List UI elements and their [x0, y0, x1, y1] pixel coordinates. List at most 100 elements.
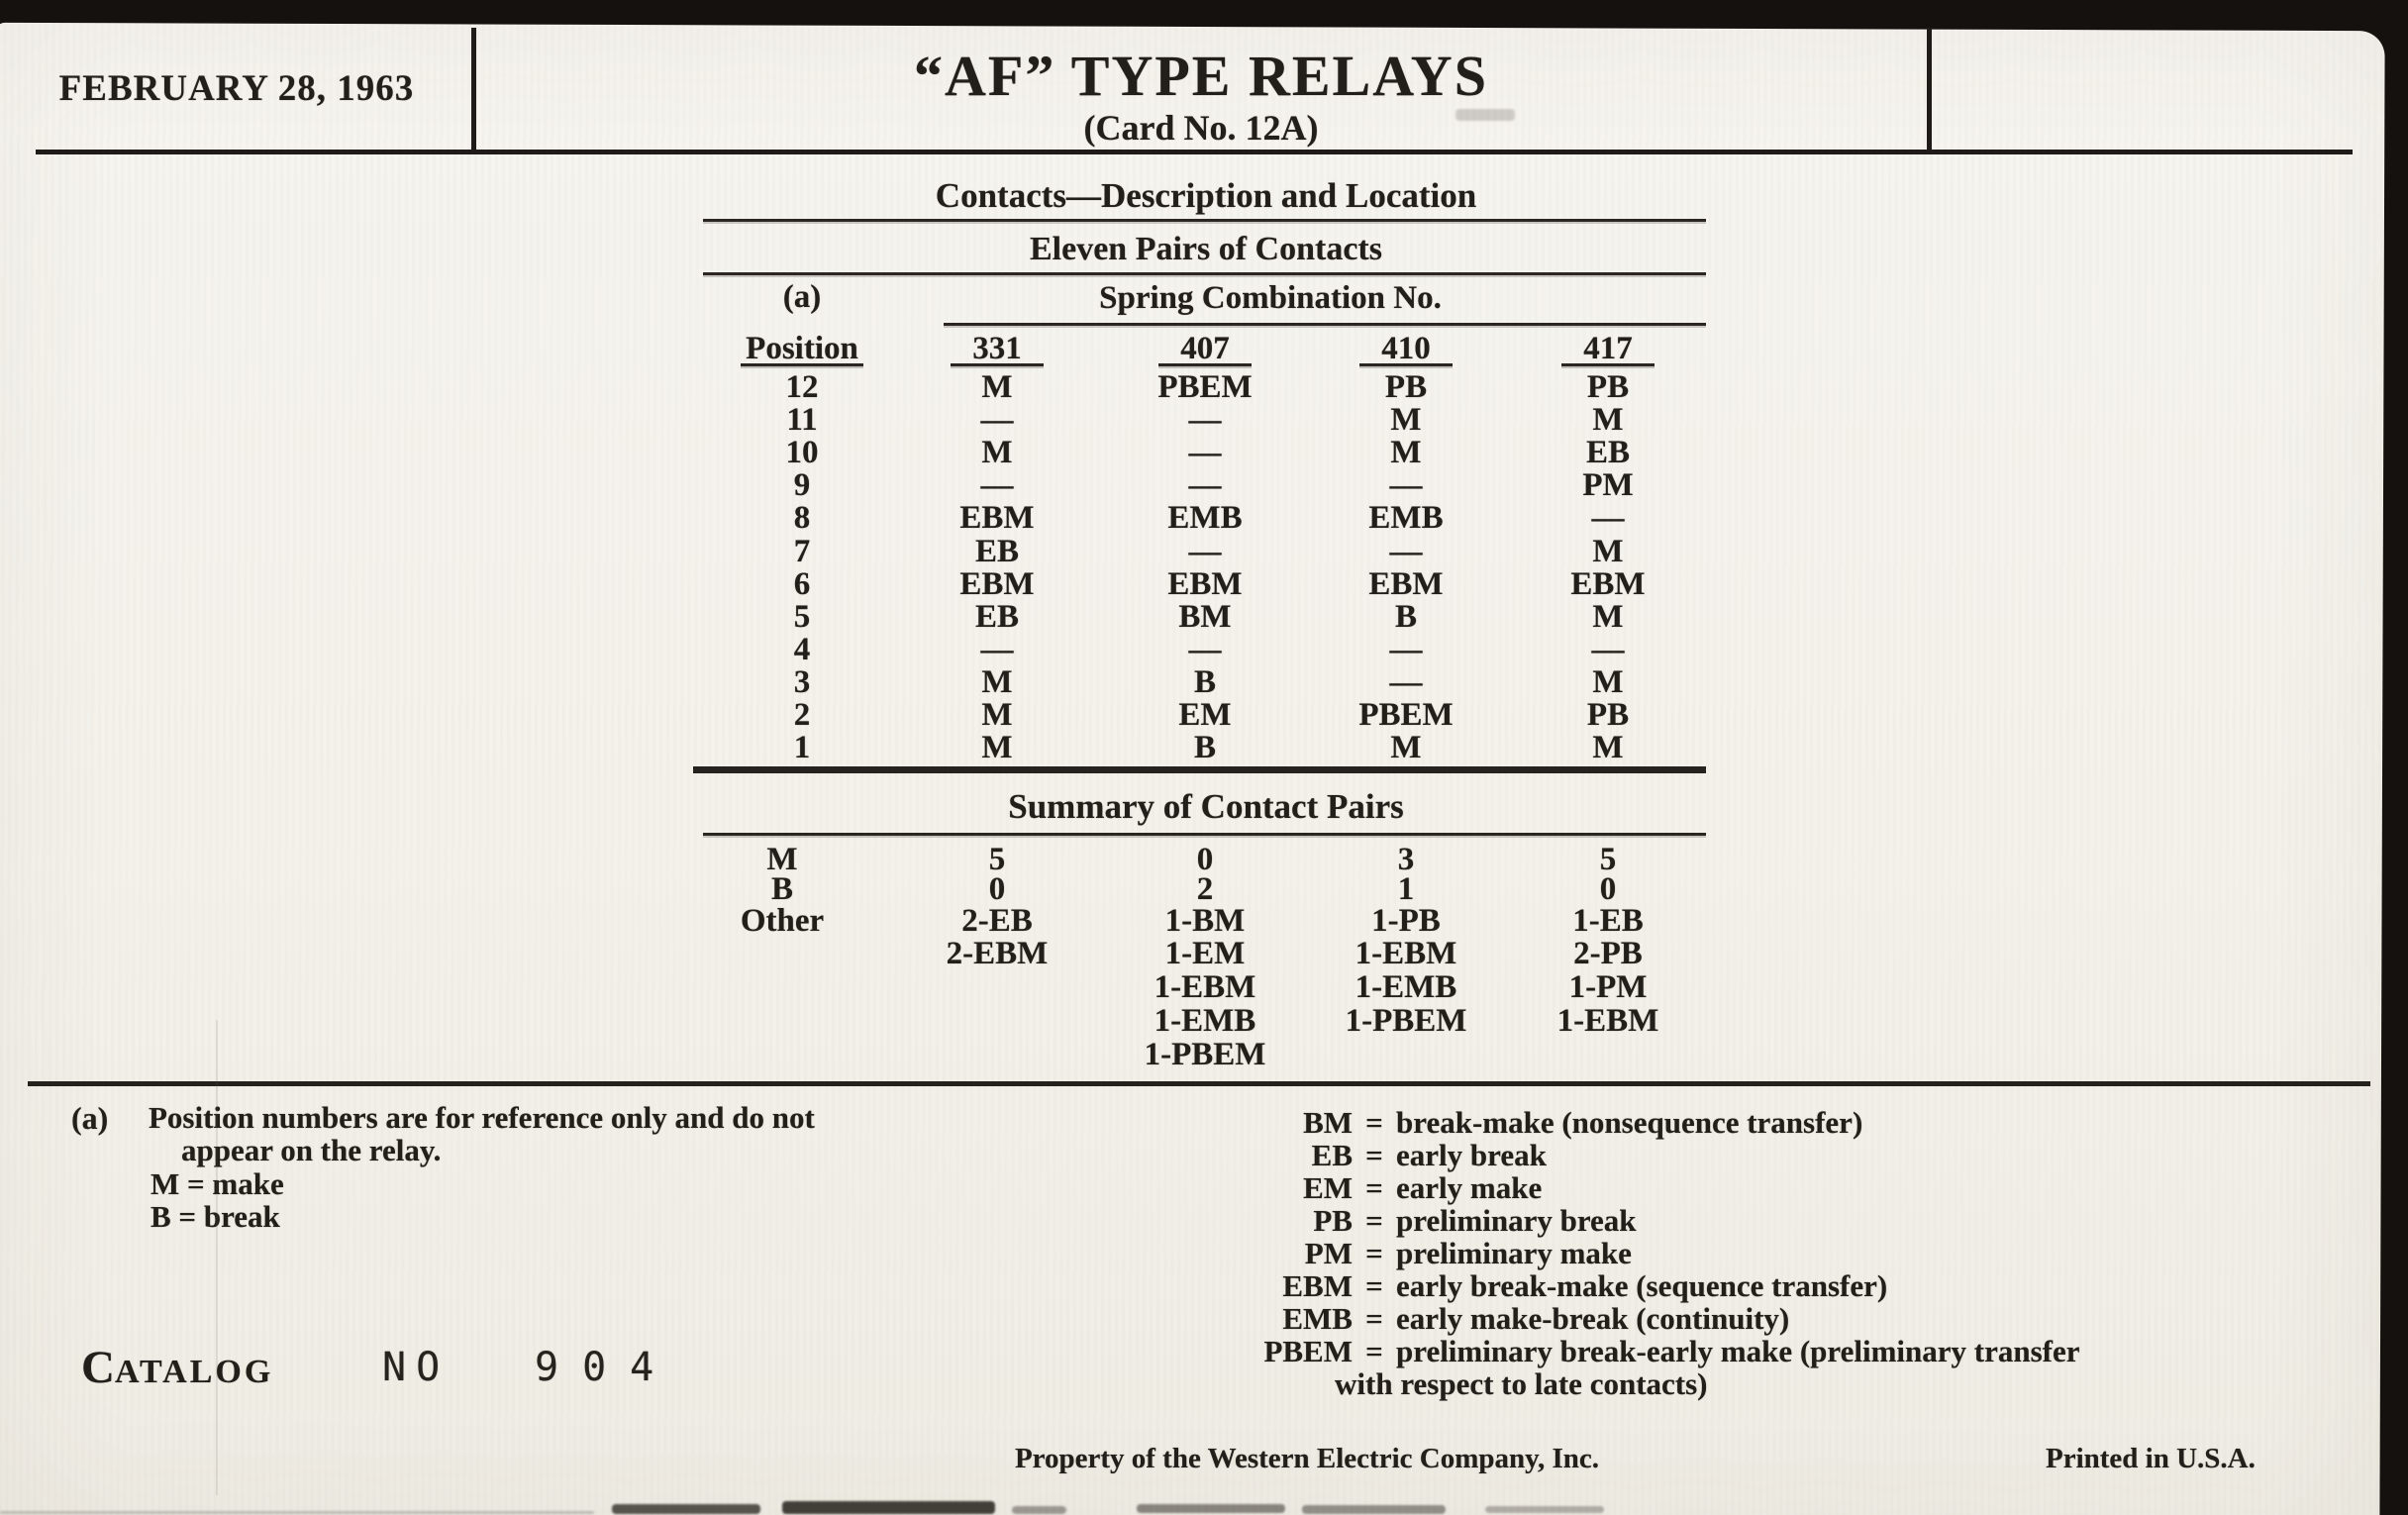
column-header: 410 — [1381, 331, 1431, 366]
summary-row: Other 2-EB 1-BM 1-PB 1-EB — [0, 904, 2408, 938]
summary-value-cell: 5 — [988, 842, 1006, 877]
summary-value-cell: 1 — [1397, 871, 1415, 907]
table-row: 12 M PBEM PB PB — [0, 370, 2408, 404]
spring-combination-header: Spring Combination No. — [1099, 280, 1442, 316]
value-cell: M — [981, 435, 1013, 470]
summary-row: B 0 2 1 0 — [0, 872, 2408, 906]
definition-abbr: EB — [1311, 1138, 1353, 1172]
definition-text: early break — [1396, 1138, 1547, 1172]
value-cell: — — [1188, 632, 1222, 667]
summary-value-cell: 3 — [1397, 842, 1415, 877]
value-cell: PM — [1582, 467, 1634, 503]
value-cell: EM — [1178, 697, 1232, 733]
summary-label-cell: M — [766, 842, 798, 877]
summary-value-cell: 2-PB — [1573, 936, 1643, 971]
table-row: 8 EBM EMB EMB — — [0, 501, 2408, 535]
definition-abbr: PB — [1313, 1203, 1353, 1238]
catalog-initial: C — [81, 1342, 115, 1393]
summary-value-cell: 1-EBM — [1354, 936, 1457, 971]
equals-sign: = — [1365, 1301, 1383, 1336]
summary-value-cell: 2-EB — [961, 903, 1033, 939]
header-divider-left — [471, 28, 476, 151]
position-cell: 8 — [793, 500, 811, 536]
value-cell: PB — [1384, 369, 1428, 405]
equals-sign: = — [1365, 1268, 1383, 1303]
summary-title: Summary of Contact Pairs — [1008, 787, 1404, 826]
value-cell: — — [1389, 467, 1423, 503]
scan-artifact — [1455, 109, 1515, 121]
table-row: 2 M EM PBEM PB — [0, 698, 2408, 732]
value-cell: B — [1394, 599, 1417, 635]
value-cell: M — [981, 730, 1013, 765]
summary-row: 1-EBM 1-EMB 1-PM — [0, 970, 2408, 1004]
scan-crease — [216, 1020, 218, 1495]
value-cell: — — [1389, 664, 1423, 700]
equals-sign: = — [1365, 1170, 1383, 1205]
value-cell: M — [1592, 402, 1624, 438]
summary-value-cell: 2-EBM — [946, 936, 1049, 971]
summary-value-cell: 1-EBM — [1154, 969, 1256, 1005]
definition-row: EBM = early break-make (sequence transfer) — [0, 1269, 2408, 1303]
scan-artifact — [612, 1504, 760, 1514]
column-underline — [1561, 363, 1655, 366]
catalog-number-label: NO — [382, 1345, 451, 1390]
value-cell: M — [1592, 534, 1624, 569]
page-subtitle: (Card No. 12A) — [1083, 108, 1319, 148]
table-row: 9 — — — PM — [0, 468, 2408, 502]
value-cell: — — [980, 402, 1014, 438]
scan-artifact — [1302, 1505, 1446, 1514]
column-underline — [1359, 363, 1453, 366]
value-cell: — — [1188, 435, 1222, 470]
table-row: 7 EB — — M — [0, 535, 2408, 568]
column-underline — [741, 363, 863, 366]
table-row: 10 M — M EB — [0, 436, 2408, 469]
definition-row: PM = preliminary make — [0, 1237, 2408, 1270]
summary-value-cell: 0 — [988, 871, 1006, 907]
value-cell: PBEM — [1358, 697, 1454, 733]
summary-value-cell: 0 — [1196, 842, 1214, 877]
header-rule — [36, 150, 2353, 154]
full-width-rule — [28, 1081, 2370, 1086]
value-cell: EBM — [1570, 566, 1646, 602]
definition-row: EMB = early make-break (continuity) — [0, 1302, 2408, 1336]
summary-value-cell: 1-PBEM — [1144, 1037, 1266, 1072]
value-cell: PB — [1586, 697, 1630, 733]
value-cell: EBM — [1368, 566, 1444, 602]
table-row: 4 — — — — — [0, 633, 2408, 666]
value-cell: — — [1188, 534, 1222, 569]
position-cell: 7 — [793, 534, 811, 569]
catalog-number: 904 — [535, 1345, 678, 1390]
summary-value-cell: 0 — [1599, 871, 1617, 907]
equals-sign: = — [1365, 1105, 1383, 1140]
scan-artifact — [1137, 1504, 1285, 1513]
equals-sign: = — [1365, 1236, 1383, 1270]
value-cell: EBM — [1167, 566, 1243, 602]
column-header: 331 — [972, 331, 1022, 366]
value-cell: M — [1592, 664, 1624, 700]
header-divider-right — [1927, 28, 1932, 151]
definition-text: preliminary break-early make (preliminar… — [1396, 1334, 2080, 1368]
equals-sign: = — [1365, 1138, 1383, 1172]
equals-sign: = — [1365, 1334, 1383, 1368]
value-cell: EMB — [1368, 500, 1444, 536]
value-cell: M — [1390, 435, 1422, 470]
catalog-label: CATALOG — [81, 1343, 273, 1392]
subsection-title: Eleven Pairs of Contacts — [1029, 231, 1382, 267]
footnote-marker: (a) — [71, 1100, 109, 1136]
column-underline — [951, 363, 1044, 366]
footnote-line-2: appear on the relay. — [181, 1133, 442, 1167]
summary-row: 2-EBM 1-EM 1-EBM 2-PB — [0, 937, 2408, 970]
column-header: 417 — [1583, 331, 1633, 366]
value-cell: — — [1389, 632, 1423, 667]
table-row: 3 M B — M — [0, 665, 2408, 699]
value-cell: EB — [974, 599, 1020, 635]
value-cell: EMB — [1167, 500, 1243, 536]
value-cell: EB — [974, 534, 1020, 569]
definition-row: BM = break-make (nonsequence transfer) — [0, 1106, 2408, 1140]
footnote-marker-table: (a) — [782, 279, 822, 315]
scan-artifact — [0, 1511, 594, 1514]
value-cell: — — [1591, 500, 1625, 536]
equals-sign: = — [1365, 1203, 1383, 1238]
value-cell: — — [1389, 534, 1423, 569]
